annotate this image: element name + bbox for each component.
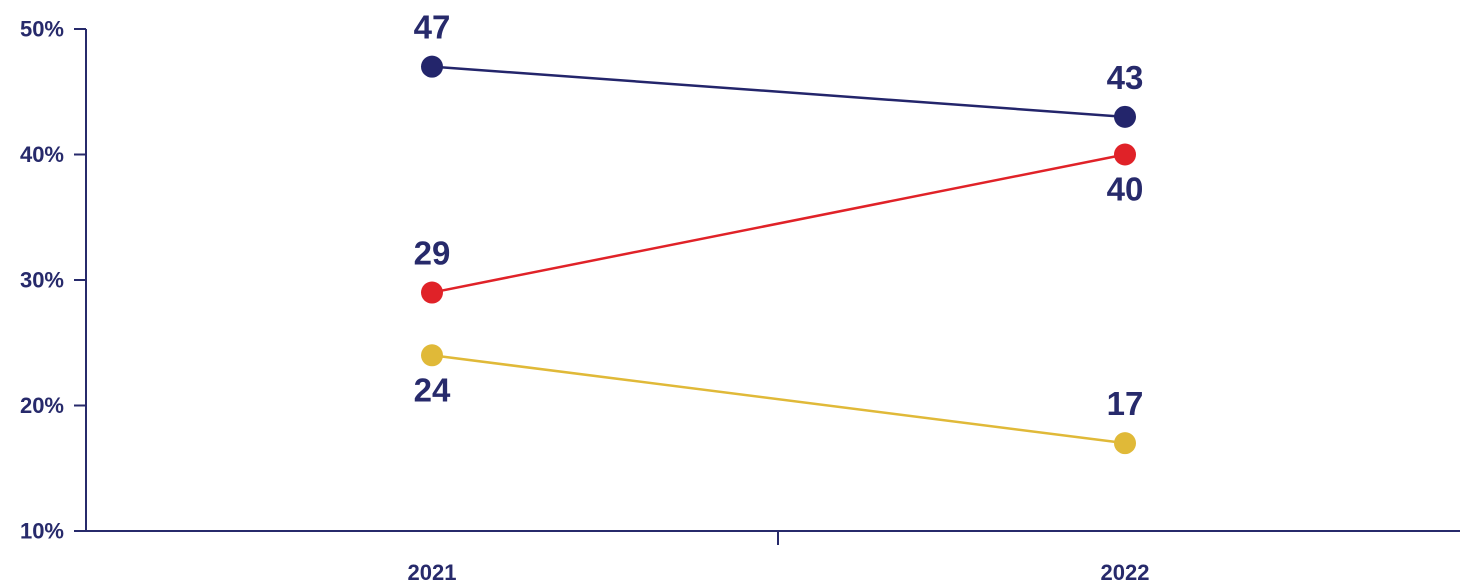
y-tick-label: 40% <box>20 142 64 167</box>
data-labels: 47 43 29 40 24 17 <box>414 9 1144 422</box>
chart-axes <box>74 28 1460 545</box>
series-line <box>431 65 1126 119</box>
series-line <box>431 153 1126 294</box>
series-points <box>421 55 1136 455</box>
data-point <box>1114 143 1136 166</box>
data-label: 40 <box>1107 171 1144 208</box>
data-point <box>1114 105 1136 128</box>
data-point <box>421 344 443 367</box>
data-point <box>421 55 443 78</box>
y-tick-label: 50% <box>20 17 64 42</box>
y-tick-label: 10% <box>20 519 64 544</box>
y-axis-tick-labels: 10% 20% 30% 40% 50% <box>20 17 64 544</box>
data-label: 47 <box>414 9 451 46</box>
series-line <box>431 354 1126 445</box>
y-tick-label: 30% <box>20 268 64 293</box>
data-label: 29 <box>414 235 451 272</box>
x-tick-label: 2022 <box>1101 560 1150 585</box>
x-axis-tick-labels: 2021 2022 <box>408 560 1150 585</box>
x-tick-label: 2021 <box>408 560 457 585</box>
data-label: 24 <box>414 371 451 408</box>
data-point <box>421 281 443 304</box>
y-tick-label: 20% <box>20 393 64 418</box>
data-label: 43 <box>1107 59 1144 96</box>
series-lines <box>431 65 1126 445</box>
data-point <box>1114 432 1136 455</box>
data-label: 17 <box>1107 385 1144 422</box>
